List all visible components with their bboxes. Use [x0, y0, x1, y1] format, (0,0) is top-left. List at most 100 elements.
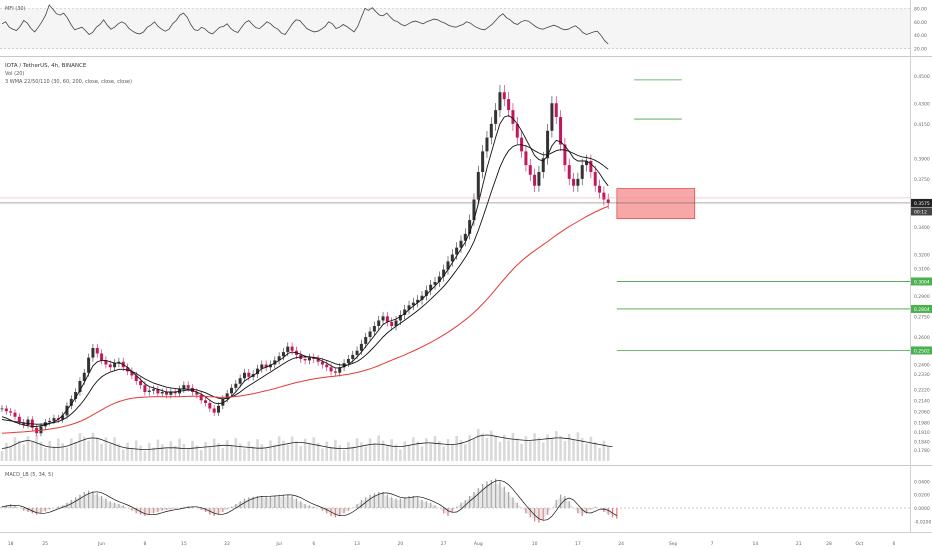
volume-bar [152, 447, 155, 461]
candle-body [130, 371, 134, 376]
symbol-legend[interactable]: IOTA / TetherUS, 4h, BINANCE [5, 63, 87, 69]
candle-body [424, 290, 428, 296]
volume-bar [446, 439, 450, 461]
candle-body [61, 415, 65, 420]
volume-bar [606, 446, 610, 461]
volume-bar [360, 442, 363, 461]
volume-bar [472, 438, 476, 461]
volume-bar [247, 441, 251, 461]
candle-body [255, 368, 259, 375]
candle-body [147, 390, 151, 392]
mfi-legend[interactable]: MFI (30) [5, 6, 26, 12]
candle-body [69, 398, 73, 406]
volume-bar [589, 436, 593, 461]
volume-bar [95, 437, 99, 461]
volume-bar [199, 450, 203, 461]
candle-body [17, 416, 21, 423]
volume-bar [264, 448, 268, 461]
volume-bar [238, 443, 242, 461]
candle-body [91, 348, 95, 358]
time-tick-label: 7 [711, 541, 714, 547]
candle-body [446, 261, 450, 270]
volume-bar [515, 438, 519, 461]
volume-bar [108, 443, 112, 461]
candle-body [13, 412, 17, 417]
volume-bar [498, 441, 502, 461]
candle-body [559, 117, 563, 145]
volume-bar [407, 445, 411, 461]
candle-body [403, 309, 407, 315]
countdown-tag [911, 207, 932, 216]
volume-bar [121, 449, 125, 461]
candle-body [511, 110, 515, 124]
candle-body [329, 367, 333, 372]
volume-bar [464, 444, 467, 461]
price-tick-label: 0.2750 [914, 314, 930, 320]
wma-legend[interactable]: 3 WMA 22/50/110 (30, 60, 200, close, clo… [5, 79, 132, 85]
candle-body [165, 392, 169, 395]
volume-bar [182, 443, 186, 461]
mfi-tick-label: 40.00 [914, 33, 927, 39]
volume-bar [442, 446, 445, 461]
volume-bar [221, 447, 225, 461]
level-lines [0, 79, 910, 351]
volume-bar [412, 437, 415, 461]
candle-body [221, 398, 225, 406]
vol-legend[interactable]: Vol (20) [5, 71, 24, 77]
macd-histogram [0, 478, 910, 523]
volume-bar [559, 435, 562, 461]
volume-bar [602, 440, 606, 461]
volume-bar [165, 448, 168, 461]
candle-body [515, 123, 519, 138]
volume-bar [256, 439, 259, 461]
volume-bar [251, 446, 255, 461]
candle-body [229, 387, 233, 394]
candle-body [169, 392, 173, 395]
volume-bar [364, 446, 368, 461]
candle-body [433, 282, 437, 285]
candle-body [494, 110, 498, 124]
price-tick-label: 0.3900 [914, 156, 930, 162]
candle-body [416, 299, 420, 303]
candle-body [307, 357, 311, 361]
time-tick-label: 15 [181, 541, 187, 547]
volume-bar [303, 438, 307, 461]
level-tag-text: 0.2804 [914, 307, 930, 313]
wma-slow-line [1, 205, 609, 434]
volume-bar [550, 439, 554, 461]
macd-legend[interactable]: MACD_LB (5, 34, 5) [5, 472, 53, 478]
volume-bar [429, 443, 432, 461]
volume-bar [299, 446, 303, 461]
macd-area [2, 483, 617, 521]
volume-bar [459, 440, 463, 461]
volume-bar [126, 442, 129, 461]
macd-signal-line [1, 479, 618, 521]
candle-body [455, 247, 459, 255]
mfi-line [1, 4, 609, 45]
volume-bar [117, 443, 121, 461]
candle-body [333, 371, 337, 373]
time-axis[interactable]: 18 25 Jun 8 15 22 Jul 6 13 20 27 Aug 10 17 24 Sep 7 14 21 2… [8, 541, 896, 547]
volume-bar [22, 444, 25, 461]
volume-bar [147, 442, 151, 461]
volume-bar [520, 443, 523, 461]
candle-body [225, 393, 229, 399]
candle-body [126, 367, 130, 372]
level-tag [911, 304, 932, 313]
price-axis[interactable]: 80.00 60.00 40.00 20.00 0.4500 0.4300 0.4150 0.… [911, 6, 932, 525]
volume-bar [593, 442, 597, 461]
candle-body [450, 254, 454, 262]
volume-bar [156, 439, 160, 461]
volume-bar [230, 445, 233, 461]
time-tick-label: 22 [224, 541, 230, 547]
volume-bar [18, 440, 21, 461]
candle-body [303, 359, 307, 361]
candle-body [195, 392, 199, 395]
candle-body [281, 352, 285, 357]
candle-body [260, 364, 264, 369]
candle-body [442, 269, 446, 277]
candle-body [546, 130, 550, 159]
price-tick-label: 0.1840 [914, 440, 930, 446]
time-tick-label: 14 [753, 541, 759, 547]
